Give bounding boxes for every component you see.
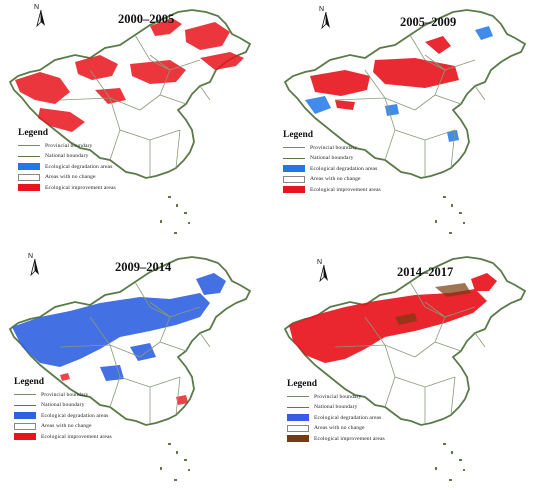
legend-item-degradation: Ecological degradation areas (14, 411, 112, 420)
north-arrow-icon: N (319, 6, 333, 32)
legend-item-improvement: Ecological improvement areas (283, 185, 381, 194)
legend-heading: Legend (283, 130, 314, 140)
legend-item-no-change: Areas with no change (14, 422, 112, 431)
china-map (284, 256, 526, 481)
panel-title: 2005–2009 (400, 15, 457, 29)
north-label: N (317, 259, 323, 266)
improvement-patches (289, 273, 497, 363)
legend-item-no-change: Areas with no change (283, 175, 381, 184)
north-label: N (34, 4, 40, 11)
improvement-patches (60, 373, 188, 405)
legend-item-no-change: Areas with no change (18, 173, 116, 182)
legend-item-improvement: Ecological improvement areas (18, 183, 116, 192)
map-panel-2009-2014: N 2009–2014 Legend Provincial boundary N… (0, 247, 275, 494)
legend-item-national-boundary: National boundary (18, 152, 116, 161)
brown-patches (395, 283, 471, 325)
legend-item-provincial-boundary: Provincial boundary (287, 392, 385, 401)
panel-title: 2009–2014 (115, 260, 172, 274)
improvement-patches (310, 36, 459, 110)
map-panel-2005-2009: N 2005–2009 Legend Provincial boundary N… (275, 0, 550, 247)
china-map (284, 9, 526, 234)
degradation-patches (12, 273, 226, 381)
legend-item-provincial-boundary: Provincial boundary (283, 143, 381, 152)
legend-heading: Legend (18, 128, 49, 138)
panel-title: 2000–2005 (118, 12, 175, 26)
legend-item-provincial-boundary: Provincial boundary (14, 390, 112, 399)
legend-item-improvement: Ecological improvement areas (14, 432, 112, 441)
legend: Legend Provincial boundary National boun… (287, 379, 385, 445)
legend-item-degradation: Ecological degradation areas (287, 413, 385, 422)
north-label: N (28, 253, 34, 260)
degradation-patches (305, 26, 493, 142)
legend-heading: Legend (14, 377, 45, 387)
north-arrow-icon: N (34, 4, 48, 30)
china-map (9, 256, 251, 481)
legend-item-degradation: Ecological degradation areas (18, 162, 116, 171)
map-panel-2000-2005: N 2000–2005 Legend Provincial boundary N… (0, 0, 275, 247)
panel-title: 2014–2017 (397, 265, 454, 279)
legend-item-no-change: Areas with no change (287, 424, 385, 433)
north-label: N (319, 6, 325, 13)
legend-item-national-boundary: National boundary (14, 401, 112, 410)
legend-item-improvement: Ecological improvement areas (287, 434, 385, 443)
china-map (9, 9, 251, 234)
improvement-patches (15, 18, 244, 132)
legend-heading: Legend (287, 379, 318, 389)
legend: Legend Provincial boundary National boun… (18, 128, 116, 194)
legend-item-national-boundary: National boundary (287, 403, 385, 412)
north-arrow-icon: N (28, 253, 42, 279)
legend: Legend Provincial boundary National boun… (283, 130, 381, 196)
legend: Legend Provincial boundary National boun… (14, 377, 112, 443)
legend-item-national-boundary: National boundary (283, 154, 381, 163)
north-arrow-icon: N (317, 259, 331, 285)
map-panel-2014-2017: N 2014–2017 Legend Provincial boundary N… (275, 247, 550, 494)
legend-item-degradation: Ecological degradation areas (283, 164, 381, 173)
legend-item-provincial-boundary: Provincial boundary (18, 141, 116, 150)
